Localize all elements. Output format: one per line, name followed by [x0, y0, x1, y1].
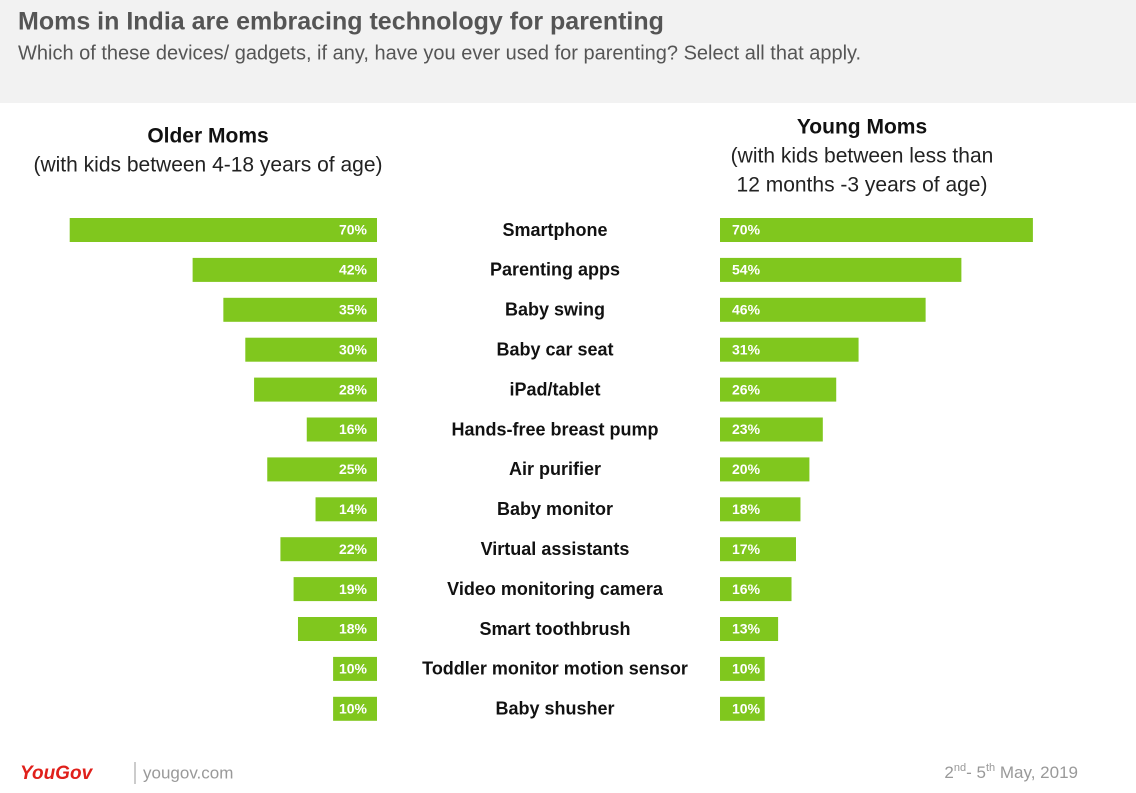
brand-logo: YouGov: [20, 763, 94, 784]
chart-subtitle: Which of these devices/ gadgets, if any,…: [18, 42, 861, 64]
bar: [720, 377, 837, 402]
category-label: Smart toothbrush: [480, 619, 631, 639]
bar: [720, 656, 765, 681]
category-label: Smartphone: [502, 220, 607, 240]
date-part: 2: [944, 763, 953, 782]
date-part: - 5: [966, 763, 986, 782]
value-label: 16%: [732, 581, 761, 597]
bar: [333, 696, 377, 721]
category-label: Hands-free breast pump: [451, 419, 658, 439]
series-subtitle: (with kids between 4-18 years of age): [33, 154, 382, 177]
value-label: 42%: [339, 262, 368, 278]
chart-title: Moms in India are embracing technology f…: [18, 8, 664, 36]
bar: [720, 696, 765, 721]
series-title: Young Moms: [797, 116, 927, 139]
category-label: Parenting apps: [490, 260, 620, 280]
bar: [245, 337, 377, 362]
bar: [720, 497, 801, 522]
date-part: May, 2019: [995, 763, 1078, 782]
value-label: 28%: [339, 381, 368, 397]
value-label: 31%: [732, 341, 761, 357]
category-label: Baby car seat: [496, 339, 613, 359]
bar: [720, 537, 796, 562]
value-label: 10%: [339, 701, 368, 717]
bar: [720, 337, 859, 362]
value-label: 46%: [732, 302, 761, 318]
bar: [720, 417, 823, 442]
category-label: Video monitoring camera: [447, 579, 664, 599]
value-label: 23%: [732, 421, 761, 437]
series-subtitle: 12 months -3 years of age): [737, 174, 988, 197]
date: 2nd- 5th May, 2019: [944, 762, 1078, 783]
bar: [223, 297, 377, 322]
value-label: 18%: [732, 501, 761, 517]
value-label: 19%: [339, 581, 368, 597]
bar: [267, 457, 377, 482]
value-label: 54%: [732, 262, 761, 278]
value-label: 13%: [732, 621, 761, 637]
date-part: nd: [954, 762, 966, 774]
bar: [297, 617, 377, 641]
bar: [192, 257, 377, 282]
series-title: Older Moms: [147, 125, 268, 148]
bar: [720, 218, 1033, 242]
value-label: 10%: [732, 661, 761, 677]
value-label: 10%: [339, 661, 368, 677]
category-label: Air purifier: [509, 459, 601, 479]
value-label: 25%: [339, 461, 368, 477]
series-subtitle: (with kids between less than: [731, 145, 994, 168]
value-label: 10%: [732, 701, 761, 717]
value-label: 17%: [732, 541, 761, 557]
bar: [306, 417, 377, 442]
value-label: 26%: [732, 381, 761, 397]
value-label: 70%: [732, 222, 761, 238]
bar: [333, 656, 377, 681]
value-label: 30%: [339, 341, 368, 357]
bar: [720, 617, 779, 641]
bar: [720, 457, 810, 482]
category-label: Baby swing: [505, 300, 605, 320]
bar: [69, 218, 377, 242]
category-label: Baby shusher: [495, 699, 614, 719]
category-label: Virtual assistants: [481, 539, 630, 559]
value-label: 14%: [339, 501, 368, 517]
bar: [315, 497, 377, 522]
category-label: iPad/tablet: [509, 379, 600, 399]
value-label: 35%: [339, 302, 368, 318]
bar: [720, 257, 962, 282]
bar: [280, 537, 377, 562]
value-label: 70%: [339, 222, 368, 238]
bar: [720, 577, 792, 602]
site: yougov.com: [143, 763, 233, 782]
category-label: Toddler monitor motion sensor: [422, 659, 688, 679]
value-label: 16%: [339, 421, 368, 437]
category-label: Baby monitor: [497, 499, 613, 519]
header-band: [0, 0, 1136, 103]
bar: [254, 377, 377, 402]
value-label: 22%: [339, 541, 368, 557]
value-label: 18%: [339, 621, 368, 637]
bar: [293, 577, 377, 602]
bar: [720, 297, 926, 322]
date-part: th: [986, 762, 995, 774]
value-label: 20%: [732, 461, 761, 477]
